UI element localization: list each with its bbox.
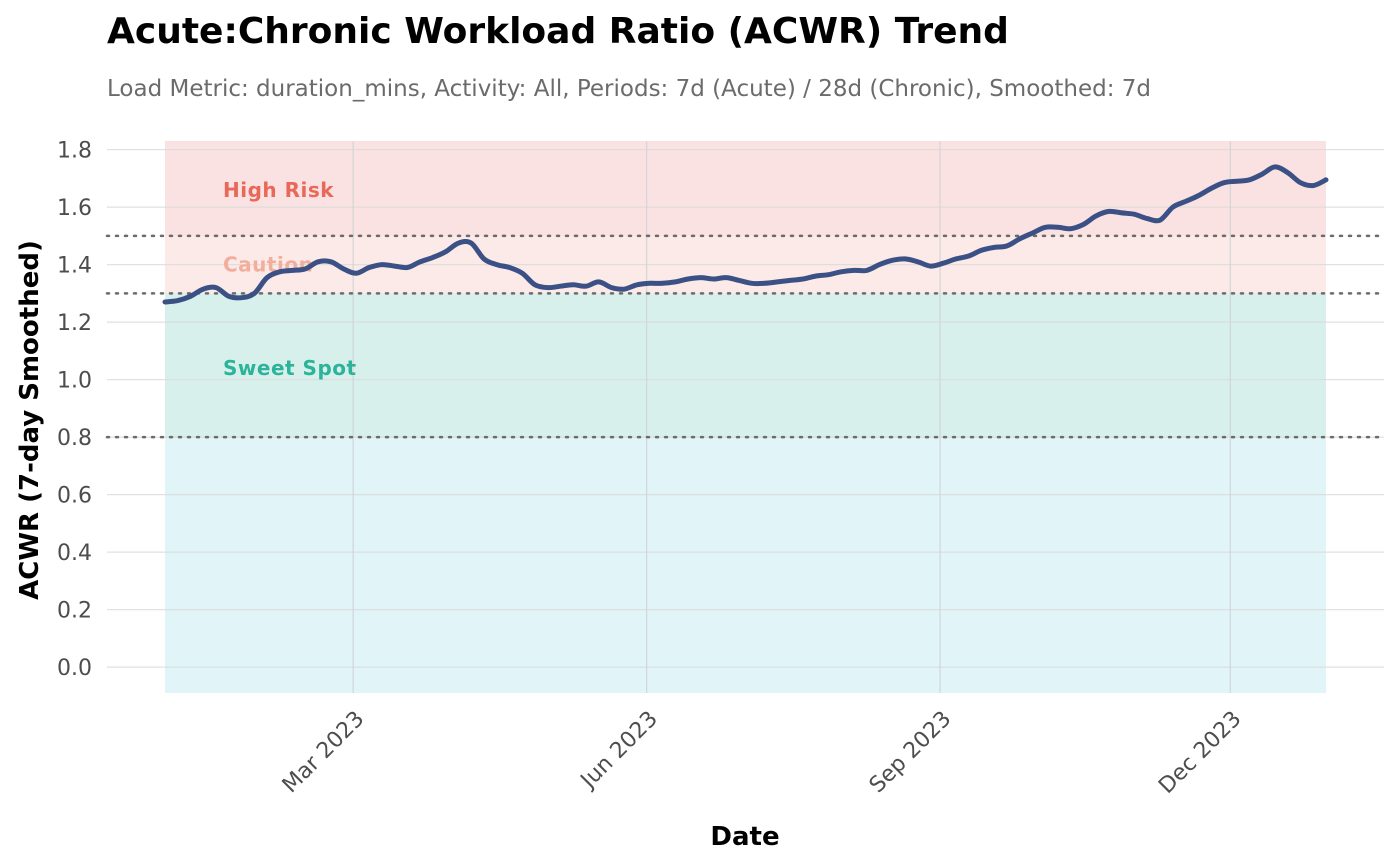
y-tick-label-4: 0.8	[57, 426, 92, 451]
threshold-lines	[105, 234, 1386, 439]
y-tick-label-5: 1.0	[57, 369, 92, 394]
chart-title: Acute:Chronic Workload Ratio (ACWR) Tren…	[107, 11, 1009, 52]
x-tick-label-3: Dec 2023	[1154, 707, 1246, 799]
x-tick-label-0: Mar 2023	[278, 707, 370, 799]
acwr-series-line-0	[162, 164, 1329, 305]
y-axis-ticks: 0.0 0.2 0.4 0.6 0.8 1.0 1.2 1.4 1.6 1.8	[57, 139, 92, 682]
x-axis-title: Date	[710, 822, 779, 852]
y-axis-title: ACWR (7-day Smoothed)	[15, 240, 45, 600]
zone-label-2: Caution	[223, 253, 313, 277]
zone-label-1: Sweet Spot	[223, 356, 357, 380]
zone-labels: Sweet Spot Caution High Risk	[223, 178, 357, 380]
x-tick-label-2: Sep 2023	[865, 707, 957, 799]
zone-label-3: High Risk	[223, 178, 334, 202]
series-layer	[162, 164, 1329, 305]
zone-band-3	[165, 141, 1326, 236]
y-tick-label-7: 1.4	[57, 254, 92, 279]
y-tick-label-9: 1.8	[57, 139, 92, 164]
y-tick-label-0: 0.0	[57, 656, 92, 681]
zone-band-0	[165, 437, 1326, 693]
zone-bands	[165, 141, 1326, 693]
x-axis-ticks: Mar 2023 Jun 2023 Sep 2023 Dec 2023	[278, 707, 1247, 799]
zone-band-1	[165, 293, 1326, 438]
chart-subtitle: Load Metric: duration_mins, Activity: Al…	[107, 76, 1151, 102]
y-tick-label-8: 1.6	[57, 196, 92, 221]
x-tick-label-1: Jun 2023	[575, 707, 663, 795]
y-tick-label-2: 0.4	[57, 541, 92, 566]
y-tick-label-3: 0.6	[57, 484, 92, 509]
y-tick-label-1: 0.2	[57, 599, 92, 624]
y-tick-label-6: 1.2	[57, 311, 92, 336]
